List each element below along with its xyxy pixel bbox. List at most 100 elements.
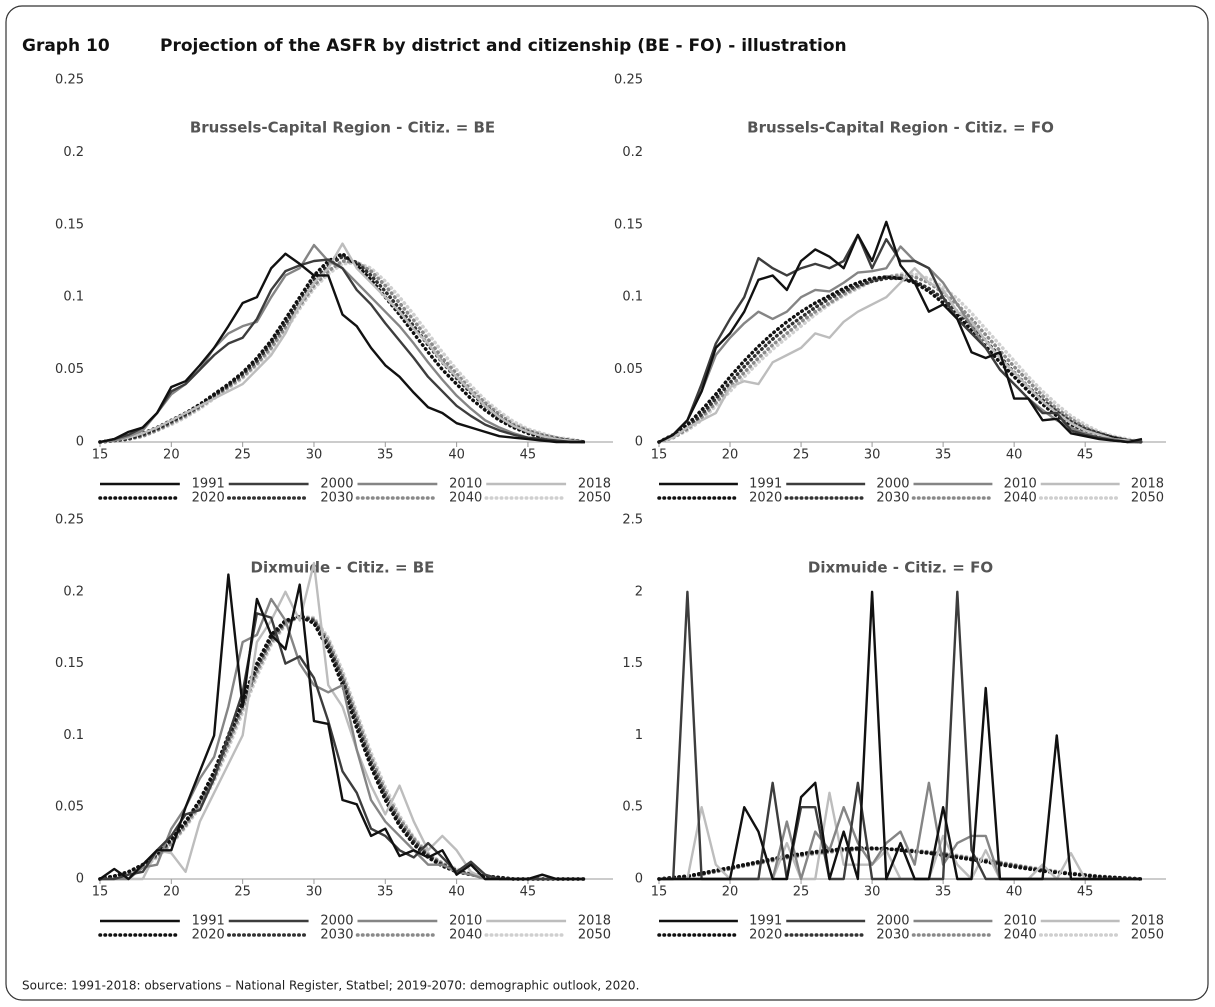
y-tick-label: 0.2 — [622, 145, 643, 160]
y-tick-label: 0 — [635, 872, 643, 887]
y-tick-label: 0 — [635, 435, 643, 450]
y-tick-label: 1.5 — [622, 656, 643, 671]
y-tick-label: 0.1 — [63, 290, 84, 305]
series-line — [99, 242, 586, 444]
x-tick-label: 20 — [722, 885, 739, 900]
x-tick-label: 35 — [377, 885, 394, 900]
legend-label: 2020 — [192, 928, 225, 943]
x-tick-label: 40 — [1006, 885, 1023, 900]
series-line — [659, 590, 1142, 881]
legend-label: 2010 — [449, 477, 482, 492]
legend-label: 2030 — [320, 491, 353, 506]
x-tick-label: 45 — [1077, 448, 1094, 463]
y-tick-label: 2 — [635, 584, 643, 599]
series-line — [99, 573, 585, 881]
x-tick-label: 35 — [935, 885, 952, 900]
x-tick-label: 20 — [722, 448, 739, 463]
x-tick-label: 30 — [864, 885, 881, 900]
x-tick-label: 40 — [448, 885, 465, 900]
legend-label: 2018 — [578, 914, 611, 929]
legend-label: 2040 — [449, 491, 482, 506]
x-tick-label: 45 — [1077, 885, 1094, 900]
panel-title: Dixmuide - Citiz. = FO — [808, 559, 993, 577]
legend-label: 2018 — [1131, 914, 1164, 929]
y-tick-label: 0.25 — [55, 513, 84, 528]
y-tick-label: 0.05 — [55, 362, 84, 377]
x-tick-label: 35 — [935, 448, 952, 463]
legend-label: 2050 — [1131, 491, 1164, 506]
x-tick-label: 25 — [234, 885, 251, 900]
x-tick-label: 30 — [306, 448, 323, 463]
graph-label: Graph 10 — [22, 36, 110, 56]
legend-label: 2010 — [1004, 477, 1037, 492]
legend-label: 2030 — [320, 928, 353, 943]
x-tick-label: 25 — [793, 885, 810, 900]
legend-label: 2018 — [578, 477, 611, 492]
series-line — [99, 252, 585, 444]
series-line — [658, 233, 1142, 444]
y-tick-label: 0.2 — [63, 584, 84, 599]
legend-label: 2050 — [578, 928, 611, 943]
panel-title: Dixmuide - Citiz. = BE — [251, 559, 435, 577]
x-tick-label: 30 — [864, 448, 881, 463]
y-tick-label: 0.05 — [614, 362, 643, 377]
series-line — [658, 220, 1143, 444]
legend-label: 2040 — [1004, 928, 1037, 943]
series-line — [99, 258, 585, 444]
y-tick-label: 0.1 — [63, 728, 84, 743]
legend-label: 1991 — [192, 477, 225, 492]
y-tick-label: 0.15 — [55, 217, 84, 232]
y-tick-label: 2.5 — [622, 513, 643, 528]
legend-label: 2020 — [192, 491, 225, 506]
legend-label: 1991 — [749, 914, 782, 929]
legend-label: 2000 — [876, 914, 909, 929]
y-tick-label: 0.15 — [55, 656, 84, 671]
legend-label: 2040 — [1004, 491, 1037, 506]
y-tick-label: 0 — [76, 435, 84, 450]
series-line — [657, 272, 1144, 444]
x-tick-label: 15 — [651, 448, 668, 463]
x-tick-label: 25 — [793, 448, 810, 463]
x-tick-label: 40 — [448, 448, 465, 463]
x-tick-label: 20 — [163, 885, 180, 900]
series-line — [657, 273, 1144, 444]
legend-label: 2010 — [1004, 914, 1037, 929]
panel-title: Brussels-Capital Region - Citiz. = FO — [747, 119, 1054, 137]
y-tick-label: 0.2 — [63, 145, 84, 160]
figure-title: Projection of the ASFR by district and c… — [160, 36, 847, 56]
y-tick-label: 0.25 — [614, 73, 643, 88]
y-tick-label: 0 — [76, 872, 84, 887]
source-note: Source: 1991-2018: observations – Nation… — [22, 979, 639, 993]
y-tick-label: 1 — [635, 728, 643, 743]
legend-label: 2020 — [749, 928, 782, 943]
legend-label: 2030 — [876, 928, 909, 943]
x-tick-label: 35 — [377, 448, 394, 463]
series-line — [657, 275, 1144, 444]
legend-label: 1991 — [749, 477, 782, 492]
series-line — [658, 267, 1143, 444]
y-tick-label: 0.5 — [622, 800, 643, 815]
legend-label: 2030 — [876, 491, 909, 506]
y-tick-label: 0.1 — [622, 290, 643, 305]
legend-label: 2000 — [320, 477, 353, 492]
series-line — [659, 590, 1142, 881]
legend-label: 2050 — [578, 491, 611, 506]
x-tick-label: 45 — [520, 885, 537, 900]
legend-label: 2040 — [449, 928, 482, 943]
x-tick-label: 15 — [92, 885, 109, 900]
legend-label: 2020 — [749, 491, 782, 506]
series-line — [657, 846, 1144, 881]
x-tick-label: 30 — [306, 885, 323, 900]
x-tick-label: 40 — [1006, 448, 1023, 463]
x-tick-label: 15 — [651, 885, 668, 900]
x-tick-label: 15 — [92, 448, 109, 463]
y-tick-label: 0.15 — [614, 217, 643, 232]
y-tick-label: 0.05 — [55, 800, 84, 815]
legend-label: 2050 — [1131, 928, 1164, 943]
panel-title: Brussels-Capital Region - Citiz. = BE — [190, 119, 495, 137]
x-tick-label: 20 — [163, 448, 180, 463]
x-tick-label: 45 — [520, 448, 537, 463]
x-tick-label: 25 — [234, 448, 251, 463]
